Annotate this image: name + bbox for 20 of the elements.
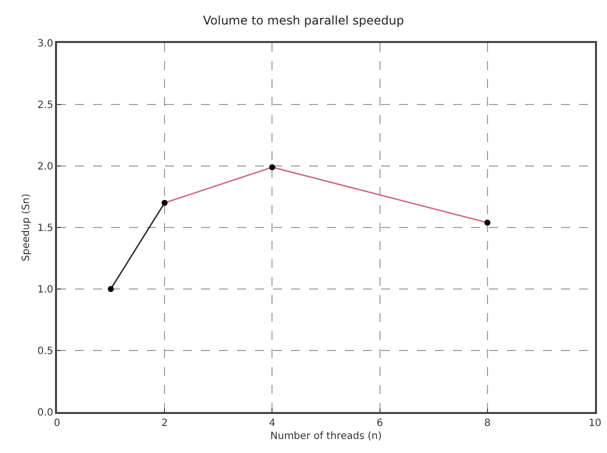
- point: [162, 200, 168, 206]
- x-tick-label: 4: [269, 418, 276, 429]
- point: [484, 220, 490, 226]
- point: [269, 164, 276, 170]
- y-tick-label: 0.0: [37, 408, 54, 418]
- point: [108, 286, 114, 292]
- x-tick-label: 0: [54, 418, 60, 429]
- y-tick-label: 2.0: [37, 162, 54, 172]
- y-tick-label: 1.5: [37, 223, 54, 234]
- y-axis-title: Speedup (Sn): [20, 194, 32, 262]
- x-tick-label: 8: [484, 418, 491, 429]
- chart-title: Volume to mesh parallel speedup: [203, 13, 404, 28]
- x-tick-label: 10: [588, 418, 602, 429]
- y-tick-label: 3.0: [37, 38, 54, 50]
- x-tick-label: 6: [376, 418, 383, 429]
- y-tick-label: 2.5: [37, 100, 54, 111]
- x-axis-title: Number of threads (n): [270, 430, 382, 442]
- y-tick-label: 0.5: [37, 346, 54, 357]
- x-tick-label: 2: [161, 418, 168, 429]
- y-tick-label: 1.0: [37, 284, 54, 296]
